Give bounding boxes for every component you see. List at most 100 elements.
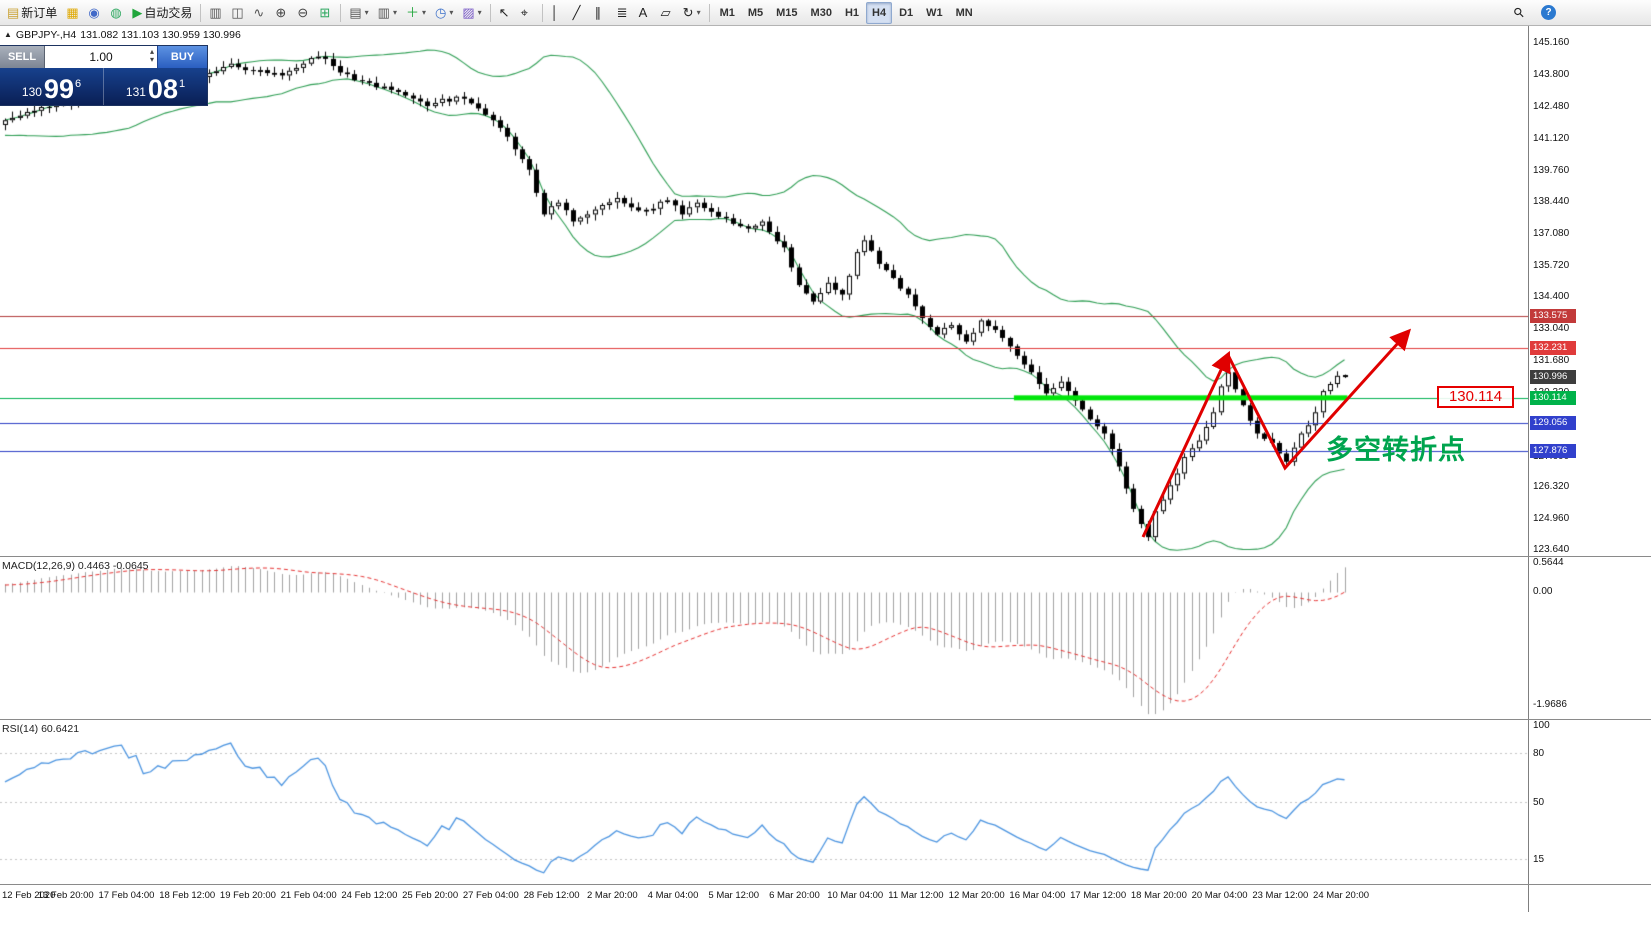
time-axis[interactable]: 12 Feb 2020 13 Feb 20:00 17 Feb 04:00 18 Fe… [0,885,1528,912]
price-tick: 123.640 [1533,544,1570,556]
indicators-button[interactable]: ＋ ▾ [402,2,430,24]
sell-button[interactable]: SELL [0,46,45,68]
macd-panel: MACD(12,26,9) 0.4463 -0.0645 [0,557,1528,719]
macd-canvas[interactable] [0,557,1528,719]
market-button[interactable]: ◍ [106,2,127,24]
auto-trading-button[interactable]: ▶ 自动交易 [128,2,196,24]
price-tag: 132.231 [1530,340,1576,355]
up-arrow-icon: ▲ [4,30,12,39]
vertical-line-button[interactable]: │ [547,2,568,24]
shapes-button[interactable]: ▱ [657,2,678,24]
price-tick: 141.120 [1533,132,1570,144]
macd-label: MACD(12,26,9) 0.4463 -0.0645 [2,560,149,572]
zoom-in-button[interactable]: ⊕ [271,2,292,24]
price-callout-label[interactable]: 130.114 [1437,386,1514,408]
chart-candles-button[interactable]: ◫ [227,2,248,24]
stepper-down-icon[interactable]: ▾ [149,55,154,64]
arrange-tile-button[interactable]: ▥ ▾ [374,2,401,24]
deposit-icon: ▦ [66,5,79,20]
chart-candles-icon: ◫ [231,5,244,20]
panel-separator[interactable] [0,884,1651,885]
time-label: 16 Mar 04:00 [1009,890,1066,901]
toolbar-separator [708,3,710,22]
timeframe-h1-button[interactable]: H1 [844,6,860,19]
profile-button[interactable]: ◉ [84,2,105,24]
timeframe-m1-button[interactable]: M1 [719,6,735,19]
rsi-level: 15 [1533,854,1545,866]
chart-line-button[interactable]: ∿ [249,2,270,24]
timeframe-mn-button[interactable]: MN [955,6,973,19]
chart-bars-button[interactable]: ▥ [205,2,226,24]
rsi-level: 80 [1533,747,1545,759]
timeframe-d1-button[interactable]: D1 [899,6,914,19]
sell-price-pips: 99 [43,74,74,104]
arrange-cascade-button[interactable]: ▤ ▾ [345,2,372,24]
toolbar: ▤ 新订单 ▦ ◉ ◍ ▶ 自动交易 ▥ ◫ ∿ ⊕ ⊖ ⊞ ▤ ▾ ▥ ▾ ＋ ▾ ◷ ▾ ▨ ▾ ↖ ⌖ │ ╱ ∥ ≣ A ▱ ↻ ▾ M1… [0,0,1651,26]
sell-price[interactable]: 130 99 6 [0,68,104,105]
buy-price-point: 1 [178,78,186,90]
new-order-button[interactable]: ▤ 新订单 [3,2,61,24]
chart-window: ▲ GBPJPY-,H4 131.082 131.103 130.959 130.9… [0,26,1651,946]
cycles-icon: ↻ [682,5,694,20]
price-axis[interactable]: 145.160 143.800 142.480 141.120 139.760 138.4… [1528,26,1651,912]
trendline-button[interactable]: ╱ [569,2,590,24]
rsi-canvas[interactable] [0,720,1528,884]
crosshair-button[interactable]: ⌖ [517,2,538,24]
rsi-label: RSI(14) 60.6421 [2,723,80,735]
time-label: 17 Mar 12:00 [1070,890,1127,901]
timeframe-m15-button[interactable]: M15 [776,6,798,19]
price-tick: 139.760 [1533,164,1570,176]
cycles-button[interactable]: ↻ ▾ [679,2,705,24]
buy-price[interactable]: 131 08 1 [104,68,207,105]
time-label: 25 Feb 20:00 [402,890,459,901]
stepper-up-icon[interactable]: ▴ [149,47,154,56]
time-label: 10 Mar 04:00 [827,890,884,901]
timeframe-h4-button[interactable]: H4 [866,1,893,24]
timeframe-m5-button[interactable]: M5 [747,6,764,19]
buy-button[interactable]: BUY [157,46,207,68]
templates-icon: ▨ [462,5,475,20]
rsi-level: 100 [1533,720,1550,731]
fibonacci-button[interactable]: ≣ [613,2,634,24]
volume-stepper[interactable]: ▴ ▾ [150,48,154,64]
timeframe-m30-button[interactable]: M30 [810,6,832,19]
text-tool-button[interactable]: A [635,2,656,24]
price-tick: 145.160 [1533,37,1570,49]
help-icon: ? [1541,5,1556,20]
caret-down-icon: ▾ [449,8,454,17]
buy-price-pips: 08 [147,74,178,104]
vertical-line-icon: │ [550,5,559,20]
panel-separator[interactable] [0,556,1651,557]
symbol-info: ▲ GBPJPY-,H4 131.082 131.103 130.959 130.9… [4,29,245,41]
price-tick: 126.320 [1533,481,1570,493]
panel-separator[interactable] [0,719,1651,720]
auto-trading-icon: ▶ [132,5,143,20]
time-label: 5 Mar 12:00 [708,890,760,901]
shapes-icon: ▱ [660,5,671,20]
time-label: 21 Feb 04:00 [280,890,337,901]
new-order-label: 新订单 [21,6,58,20]
price-tag: 129.056 [1530,415,1576,430]
volume-input[interactable]: 1.00 ▴ ▾ [45,46,157,68]
timeframe-w1-button[interactable]: W1 [926,6,943,19]
channel-button[interactable]: ∥ [591,2,612,24]
templates-button[interactable]: ▨ ▾ [458,2,485,24]
help-button[interactable]: ? [1537,2,1560,24]
main-chart-canvas[interactable] [0,26,1528,556]
volume-value: 1.00 [89,50,113,64]
search-button[interactable]: ⚲ [1510,2,1531,24]
periods-button[interactable]: ◷ ▾ [431,2,457,24]
time-label: 11 Mar 12:00 [888,890,944,901]
symbol-title: GBPJPY-,H4 [15,29,77,41]
fibonacci-icon: ≣ [616,5,628,20]
macd-level: -1.9686 [1533,699,1567,711]
rsi-level: 50 [1533,797,1545,808]
deposit-button[interactable]: ▦ [62,2,83,24]
macd-level: 0.5644 [1533,557,1564,568]
zoom-out-button[interactable]: ⊖ [293,2,314,24]
annotation-text[interactable]: 多空转折点 [1326,435,1466,465]
tile-windows-button[interactable]: ⊞ [315,2,336,24]
price-tick: 135.720 [1533,259,1570,271]
cursor-button[interactable]: ↖ [495,2,516,24]
